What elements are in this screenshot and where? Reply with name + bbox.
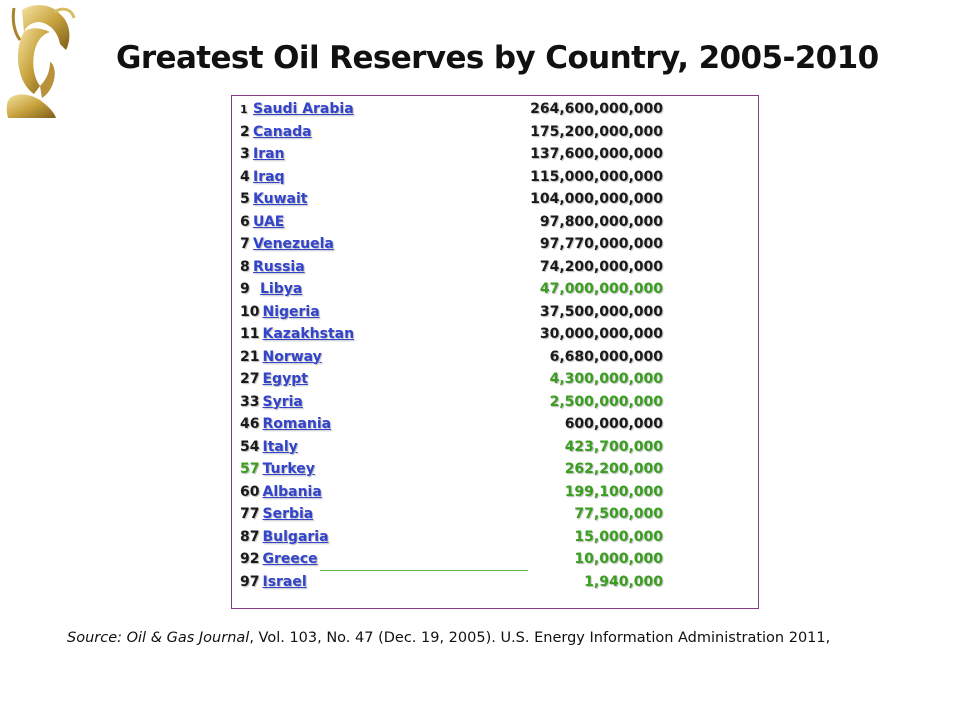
rank-number: 5	[240, 191, 250, 207]
table-row: 57 Turkey 262,200,000	[240, 458, 750, 481]
reserves-value: 175,200,000,000	[530, 123, 663, 140]
country-link[interactable]: Libya	[260, 281, 303, 297]
table-row: 6 UAE 97,800,000,000	[240, 211, 750, 234]
rank-number: 54	[240, 438, 260, 455]
rank-number: 4	[240, 168, 250, 185]
table-row: 4 Iraq 115,000,000,000	[240, 166, 750, 189]
table-row: 92 Greece 10,000,000	[240, 548, 750, 571]
table-row: 97 Israel 1,940,000	[240, 571, 750, 594]
rank-number: 3	[240, 146, 250, 162]
table-row: 54 Italy 423,700,000	[240, 436, 750, 459]
table-row: 46 Romania 600,000,000	[240, 413, 750, 436]
table-row: 27 Egypt 4,300,000,000	[240, 368, 750, 391]
reserves-value: 10,000,000	[574, 551, 663, 567]
reserves-value: 115,000,000,000	[530, 168, 663, 185]
table-row: 9 Libya 47,000,000,000	[240, 278, 750, 301]
country-link[interactable]: Italy	[262, 438, 298, 455]
reserves-value: 37,500,000,000	[539, 303, 663, 320]
reserves-value: 47,000,000,000	[539, 281, 663, 297]
table-row: 21 Norway 6,680,000,000	[240, 346, 750, 369]
reserves-value: 264,600,000,000	[530, 101, 663, 117]
table-row: 8 Russia 74,200,000,000	[240, 256, 750, 279]
table-row: 3 Iran 137,600,000,000	[240, 143, 750, 166]
source-citation: Source: Oil & Gas Journal, Vol. 103, No.…	[67, 630, 830, 646]
country-link[interactable]: Israel	[262, 573, 307, 590]
divider-line	[320, 570, 528, 571]
reserves-value: 30,000,000,000	[539, 326, 663, 342]
rank-number: 8	[240, 258, 250, 275]
rank-number: 33	[240, 393, 260, 410]
reserves-value: 6,680,000,000	[549, 348, 663, 365]
reserves-value: 262,200,000	[564, 461, 663, 477]
table-row: 7 Venezuela 97,770,000,000	[240, 233, 750, 256]
reserves-rows: 1 Saudi Arabia 264,600,000,000 2 Canada 175,2…	[240, 98, 750, 593]
reserves-value: 97,800,000,000	[539, 213, 663, 230]
rank-number: 9	[240, 281, 250, 297]
rank-number: 46	[240, 416, 260, 432]
table-row: 60 Albania 199,100,000	[240, 481, 750, 504]
table-row: 33 Syria 2,500,000,000	[240, 391, 750, 414]
rank-number: 10	[240, 303, 260, 320]
rank-number: 57	[240, 461, 260, 477]
country-link[interactable]: Norway	[262, 348, 322, 365]
source-journal: Source: Oil & Gas Journal	[67, 630, 250, 646]
rank-number: 7	[240, 236, 250, 252]
country-link[interactable]: Kuwait	[253, 191, 308, 207]
rank-number: 1	[240, 103, 248, 116]
country-link[interactable]: Russia	[253, 258, 305, 275]
reserves-value: 137,600,000,000	[530, 146, 663, 162]
country-link[interactable]: Egypt	[262, 371, 308, 387]
country-link[interactable]: Greece	[262, 551, 318, 567]
rank-number: 27	[240, 371, 260, 387]
reserves-value: 74,200,000,000	[539, 258, 663, 275]
reserves-value: 423,700,000	[564, 438, 663, 455]
table-row: 11 Kazakhstan 30,000,000,000	[240, 323, 750, 346]
rank-number: 77	[240, 506, 260, 522]
table-row: 87 Bulgaria 15,000,000	[240, 526, 750, 549]
rank-number: 6	[240, 213, 250, 230]
source-details: , Vol. 103, No. 47 (Dec. 19, 2005). U.S.…	[249, 630, 831, 646]
page-title: Greatest Oil Reserves by Country, 2005-2…	[116, 40, 879, 76]
reserves-table: 1 Saudi Arabia 264,600,000,000 2 Canada 175,2…	[231, 95, 759, 609]
table-row: 77 Serbia 77,500,000	[240, 503, 750, 526]
rank-number: 21	[240, 348, 260, 365]
country-link[interactable]: Canada	[253, 123, 312, 140]
reserves-value: 199,100,000	[564, 483, 663, 500]
table-row: 2 Canada 175,200,000,000	[240, 121, 750, 144]
reserves-value: 97,770,000,000	[539, 236, 663, 252]
country-link[interactable]: Turkey	[262, 461, 315, 477]
rank-number: 11	[240, 326, 260, 342]
table-row: 1 Saudi Arabia 264,600,000,000	[240, 98, 750, 121]
country-link[interactable]: Kazakhstan	[262, 326, 355, 342]
reserves-value: 600,000,000	[564, 416, 663, 432]
rank-number: 97	[240, 573, 260, 590]
reserves-value: 4,300,000,000	[549, 371, 663, 387]
table-row: 10 Nigeria 37,500,000,000	[240, 301, 750, 324]
reserves-value: 104,000,000,000	[530, 191, 663, 207]
country-link[interactable]: Bulgaria	[262, 528, 329, 545]
country-link[interactable]: Iran	[253, 146, 285, 162]
reserves-value: 2,500,000,000	[549, 393, 663, 410]
rank-number: 60	[240, 483, 260, 500]
rank-number: 2	[240, 123, 250, 140]
reserves-value: 15,000,000	[574, 528, 663, 545]
athena-helmet-icon	[6, 5, 76, 118]
country-link[interactable]: Albania	[262, 483, 322, 500]
country-link[interactable]: Nigeria	[262, 303, 320, 320]
country-link[interactable]: Romania	[262, 416, 332, 432]
country-link[interactable]: UAE	[253, 213, 285, 230]
rank-number: 87	[240, 528, 260, 545]
reserves-value: 1,940,000	[584, 573, 663, 590]
country-link[interactable]: Saudi Arabia	[253, 101, 354, 117]
country-link[interactable]: Venezuela	[253, 236, 334, 252]
rank-number: 92	[240, 551, 260, 567]
country-link[interactable]: Syria	[262, 393, 303, 410]
reserves-value: 77,500,000	[574, 506, 663, 522]
country-link[interactable]: Serbia	[262, 506, 314, 522]
table-row: 5 Kuwait 104,000,000,000	[240, 188, 750, 211]
country-link[interactable]: Iraq	[253, 168, 285, 185]
